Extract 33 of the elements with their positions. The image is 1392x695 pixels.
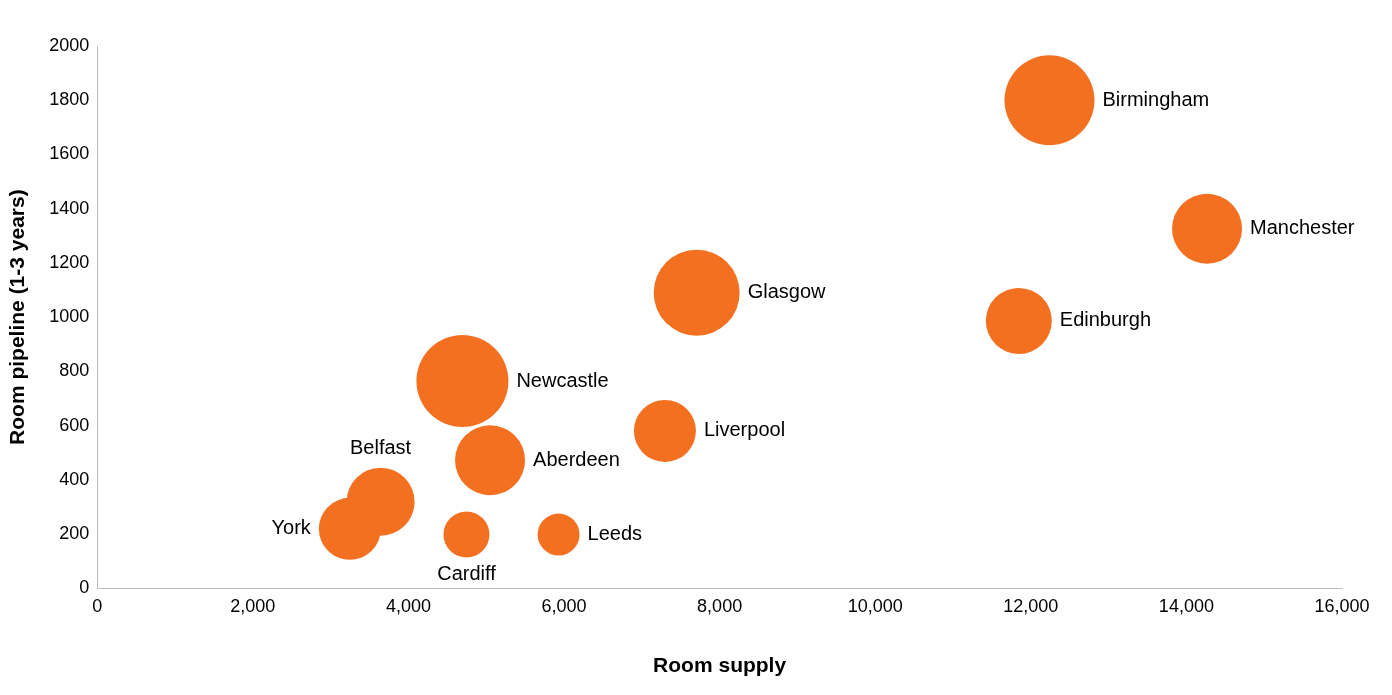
annotation: Liverpool [703, 418, 786, 441]
x-tick-label: 12,000 [1003, 595, 1059, 616]
y-tick-label: 1400 [49, 197, 90, 218]
x-tick-label: 2,000 [230, 595, 276, 616]
annotation: York [271, 516, 312, 539]
y-tick-label: 1200 [49, 251, 90, 272]
annotation: Leeds [587, 522, 643, 545]
y-tick-label: 0 [79, 577, 90, 598]
annotation: Birmingham [1102, 87, 1210, 110]
annotation: Aberdeen [533, 447, 620, 470]
x-tick-label: 16,000 [1314, 595, 1370, 616]
y-tick-label: 1800 [49, 89, 90, 110]
x-tick-label: 14,000 [1158, 595, 1214, 616]
y-tick-label: 600 [59, 414, 90, 435]
annotation: Newcastle [516, 368, 609, 391]
x-tick-label: 10,000 [847, 595, 903, 616]
x-tick-label: 4,000 [385, 595, 431, 616]
y-tick-label: 800 [59, 360, 90, 381]
x-tick-label: 6,000 [541, 595, 587, 616]
annotation: Manchester [1250, 216, 1355, 239]
annotation: Edinburgh [1059, 308, 1152, 331]
annotation: Glasgow [747, 280, 827, 303]
y-tick-label: 2000 [49, 34, 90, 55]
y-tick-label: 1000 [49, 306, 90, 327]
y-axis-title: Room pipeline (1-3 years) [5, 189, 29, 445]
y-tick-label: 400 [59, 468, 90, 489]
annotation: Cardiff [437, 562, 497, 585]
x-axis-title: Room supply [653, 653, 787, 677]
y-tick-label: 1600 [49, 143, 90, 164]
y-tick-label: 200 [59, 522, 90, 543]
x-tick-label: 0 [92, 595, 103, 616]
x-tick-label: 8,000 [697, 595, 743, 616]
annotation: Belfast [350, 436, 412, 459]
